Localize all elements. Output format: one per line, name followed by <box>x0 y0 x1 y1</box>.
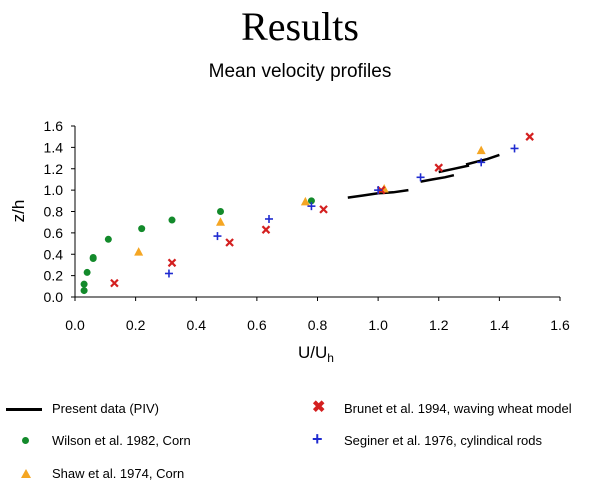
wilson-data-point <box>80 287 88 295</box>
x-axis-title-subscript: h <box>327 351 334 365</box>
brunet-data-point <box>525 132 534 141</box>
y-tick-label: 0.8 <box>44 204 64 220</box>
legend-item-piv: Present data (PIV) <box>6 401 159 416</box>
chart-series <box>80 132 534 295</box>
legend-label-brunet: Brunet et al. 1994, waving wheat model <box>344 401 572 416</box>
x-tick-label: 0.2 <box>126 317 146 333</box>
seginer-data-point <box>510 144 519 153</box>
y-tick-label: 1.0 <box>44 182 64 198</box>
wilson-data-point <box>168 216 176 224</box>
shaw-data-point <box>300 196 310 206</box>
slide-title: Results <box>241 4 359 49</box>
wilson-data-point <box>217 208 224 215</box>
seginer-data-point <box>374 186 383 195</box>
x-tick-label: 0.6 <box>247 317 267 333</box>
y-tick-label: 1.2 <box>44 161 64 177</box>
brunet-data-point <box>225 238 234 247</box>
shaw-data-point <box>476 145 486 155</box>
wilson-data-point <box>83 268 91 276</box>
seginer-data-point <box>477 158 486 167</box>
seginer-data-point <box>307 202 316 211</box>
piv-line-segment <box>465 153 500 166</box>
legend-triangle-marker <box>20 467 46 481</box>
piv-line-segment <box>420 173 455 183</box>
wilson-data-point <box>104 235 112 243</box>
legend-label-wilson: Wilson et al. 1982, Corn <box>52 433 191 448</box>
wilson-data-point <box>89 253 97 261</box>
brunet-data-point <box>167 258 177 268</box>
x-tick-label: 1.4 <box>490 317 510 333</box>
x-axis-ticks: 0.0 0.2 0.4 0.6 0.8 1.0 1.2 1.4 1.6 <box>65 297 570 333</box>
y-tick-label: 0.4 <box>44 246 64 262</box>
x-tick-label: 1.0 <box>368 317 388 333</box>
y-axis-ticks: 0.0 0.2 0.4 0.6 0.8 1.0 1.2 1.4 1.6 <box>44 118 75 305</box>
shaw-data-point <box>134 247 144 256</box>
seginer-data-point <box>265 214 273 223</box>
y-tick-label: 1.4 <box>44 139 64 155</box>
y-tick-label: 0.6 <box>44 225 64 241</box>
seginer-data-point <box>213 232 222 241</box>
legend-item-wilson: Wilson et al. 1982, Corn <box>20 433 191 448</box>
legend-label-seginer: Seginer et al. 1976, cylindical rods <box>344 433 543 448</box>
legend-x-marker: ✖ <box>312 398 326 416</box>
y-tick-label: 0.0 <box>44 289 64 305</box>
legend-plus-marker: + <box>312 428 323 449</box>
slide-subtitle: Mean velocity profiles <box>208 61 392 82</box>
legend-dot-marker <box>20 434 46 448</box>
brunet-data-point <box>319 205 328 214</box>
brunet-data-point <box>434 163 444 172</box>
legend-item-shaw: Shaw et al. 1974, Corn <box>20 466 184 481</box>
brunet-data-point <box>110 278 119 288</box>
legend-item-seginer: + Seginer et al. 1976, cylindical rods <box>312 428 543 449</box>
x-tick-label: 1.6 <box>550 317 570 333</box>
x-axis-title: U/Uh <box>298 343 334 365</box>
wilson-data-point <box>307 197 315 205</box>
x-tick-label: 0.0 <box>65 317 85 333</box>
wilson-data-point <box>138 225 146 233</box>
x-tick-label: 1.2 <box>429 317 449 333</box>
piv-line-segment <box>438 164 470 174</box>
y-tick-label: 1.6 <box>44 118 64 134</box>
wilson-data-point <box>80 280 88 288</box>
legend-label-piv: Present data (PIV) <box>52 401 159 416</box>
legend-label-shaw: Shaw et al. 1974, Corn <box>52 466 185 481</box>
y-tick-label: 0.2 <box>44 268 64 284</box>
brunet-data-point <box>261 225 271 234</box>
legend-line-marker <box>6 402 46 416</box>
x-axis-title-main: U/U <box>298 343 327 362</box>
legend-item-brunet: ✖ Brunet et al. 1994, waving wheat model <box>312 398 572 417</box>
shaw-data-point <box>216 217 225 226</box>
x-tick-label: 0.8 <box>308 317 328 333</box>
seginer-data-point <box>164 269 173 278</box>
x-tick-label: 0.4 <box>187 317 207 333</box>
y-axis-title: z/h <box>9 200 28 223</box>
seginer-data-point <box>416 173 425 182</box>
velocity-profile-chart: 0.0 0.2 0.4 0.6 0.8 1.0 1.2 1.4 1.6 0.0 0.2 0.4 0.6… <box>9 118 570 365</box>
